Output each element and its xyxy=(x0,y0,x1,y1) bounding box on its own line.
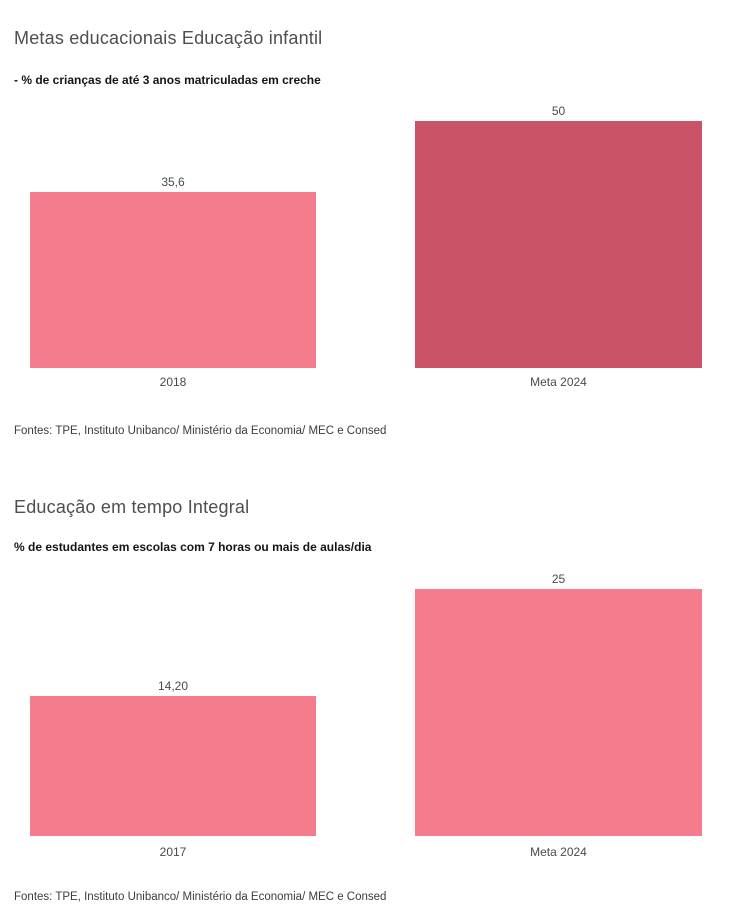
bar-2018[interactable] xyxy=(30,192,316,368)
bar-value-label: 25 xyxy=(551,572,566,586)
category-label-meta-2024: Meta 2024 xyxy=(530,845,587,859)
bar-2017[interactable] xyxy=(30,696,316,836)
category-label-2017: 2017 xyxy=(159,845,187,859)
chart-title: Metas educacionais Educação infantil xyxy=(14,28,323,48)
bar-value-label: 14,20 xyxy=(157,679,189,693)
bar-column-meta-2024: 50 xyxy=(415,104,702,368)
bar-chart-educacao-infantil: 35,6 50 xyxy=(0,103,731,368)
category-axis: 2017 Meta 2024 xyxy=(0,845,731,861)
chart-subtitle: % de estudantes em escolas com 7 horas o… xyxy=(14,540,372,554)
bar-column-2018: 35,6 xyxy=(30,175,316,368)
chart-source-note: Fontes: TPE, Instituto Unibanco/ Ministé… xyxy=(14,425,387,437)
bar-column-2017: 14,20 xyxy=(30,679,316,836)
bar-meta-2024[interactable] xyxy=(415,121,702,368)
bar-value-label: 50 xyxy=(551,104,566,118)
bar-value-label: 35,6 xyxy=(161,175,185,189)
chart-source-note: Fontes: TPE, Instituto Unibanco/ Ministé… xyxy=(14,891,387,903)
chart-subtitle: - % de crianças de até 3 anos matriculad… xyxy=(14,73,321,87)
bar-column-meta-2024: 25 xyxy=(415,572,702,836)
bar-chart-tempo-integral: 14,20 25 xyxy=(0,571,731,836)
category-label-meta-2024: Meta 2024 xyxy=(530,375,587,389)
category-axis: 2018 Meta 2024 xyxy=(0,375,731,391)
chart-title: Educação em tempo Integral xyxy=(14,497,250,517)
category-label-2018: 2018 xyxy=(159,375,187,389)
bar-meta-2024[interactable] xyxy=(415,589,702,836)
